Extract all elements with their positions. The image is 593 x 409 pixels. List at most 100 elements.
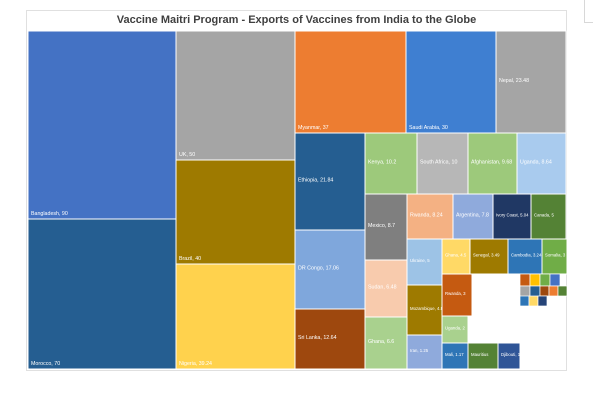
treemap-tile-label: South Africa, 10 — [420, 160, 457, 166]
treemap-tile-label: Morocco, 70 — [31, 361, 60, 367]
treemap-tile: Rwanda, 3 — [441, 273, 473, 317]
treemap-tile-rect — [175, 30, 296, 161]
treemap-tile-small — [519, 295, 530, 307]
treemap-tile: Ukraine, 5 — [406, 238, 444, 286]
treemap-tile-rect — [530, 193, 567, 240]
treemap-tile-label: Mexico, 8.7 — [368, 223, 395, 229]
treemap-tile: Kenya, 10.2 — [364, 132, 418, 195]
treemap-tile-rect — [516, 132, 567, 195]
treemap-tile: South Africa, 10 — [416, 132, 469, 195]
page-corner — [584, 0, 593, 23]
treemap-tile-small — [528, 295, 539, 307]
treemap-tile: Iran, 1.25 — [406, 334, 443, 370]
treemap-tile-rect — [175, 263, 296, 370]
chart-title: Vaccine Maitri Program - Exports of Vacc… — [116, 14, 477, 26]
treemap-tile: Cambodia, 3.24 — [507, 238, 543, 275]
treemap-tile-label: Ivory Coast, 5.04 — [496, 213, 529, 218]
treemap-tile-label: Mozambique, 4.84 — [410, 306, 446, 311]
treemap-tile-rect — [294, 229, 366, 310]
treemap-tile-rect — [406, 193, 454, 240]
treemap-tile-rect — [294, 132, 366, 231]
treemap-tile-label: Cambodia, 3.24 — [511, 253, 542, 258]
treemap-tile: Ivory Coast, 5.04 — [492, 193, 532, 240]
treemap-tile-label: Ukraine, 5 — [410, 258, 430, 263]
treemap-tile: Mauritius — [467, 342, 499, 370]
treemap-tile-rect — [541, 238, 568, 275]
treemap-tile: Saudi Arabia, 30 — [405, 30, 497, 134]
treemap-tile-label: Saudi Arabia, 30 — [409, 125, 448, 131]
treemap-tile-rect — [416, 132, 469, 195]
treemap-tile-rect — [492, 193, 532, 240]
treemap-tile-rect — [406, 238, 444, 286]
treemap-tile-rect — [406, 334, 443, 370]
treemap-tile: UK, 50 — [175, 30, 296, 161]
treemap-tile: Mexico, 8.7 — [364, 193, 408, 261]
treemap-tile-small — [557, 285, 568, 297]
treemap-tile-small — [549, 273, 561, 287]
treemap-tile: Senegal, 3.49 — [469, 238, 509, 275]
treemap-tile: Djibouti, 1 — [497, 342, 521, 370]
treemap-tile: Somalia, 3 — [541, 238, 568, 275]
treemap-tile-label: Bangladesh, 90 — [31, 211, 68, 217]
treemap-tile: Uganda, 8.64 — [516, 132, 567, 195]
treemap-tile-rect — [441, 342, 469, 370]
treemap-tile: Nigeria, 39.24 — [175, 263, 296, 370]
treemap-tile-rect — [452, 193, 494, 240]
treemap-tile-rect — [497, 342, 521, 370]
treemap-tile-rect — [507, 238, 543, 275]
treemap-tile-small — [539, 273, 551, 287]
treemap-tile-label: Senegal, 3.49 — [473, 253, 500, 258]
treemap-tile: Sudan, 6.48 — [364, 259, 408, 318]
treemap-tile-label: UK, 50 — [179, 152, 195, 158]
treemap-tile-label: Sudan, 6.48 — [368, 285, 397, 291]
treemap-tile-rect — [405, 30, 497, 134]
treemap-tile-rect — [175, 159, 296, 265]
treemap-tile-small — [537, 295, 548, 307]
treemap-tile-rect — [441, 273, 473, 317]
treemap-tile-small — [519, 273, 531, 287]
treemap-tile: Nepal, 23.48 — [495, 30, 567, 134]
treemap-tile: Ghana, 4.5 — [441, 238, 471, 275]
treemap-tile-small — [548, 285, 559, 297]
treemap-tile-label: Argentina, 7.8 — [456, 213, 489, 219]
treemap-tile: Sri Lanka, 12.64 — [294, 308, 366, 370]
treemap-tile-rect — [364, 316, 408, 370]
treemap-tile-rect — [27, 30, 177, 220]
treemap-tile-label: Ghana, 4.5 — [445, 253, 467, 258]
treemap-tile-label: Rwanda, 3 — [445, 291, 466, 296]
treemap-tile-label: Djibouti, 1 — [501, 352, 521, 357]
treemap-tile-label: DR Congo, 17.06 — [298, 266, 339, 272]
treemap-tile-label: Sri Lanka, 12.64 — [298, 335, 337, 341]
treemap-tile-label: Afghanistan, 9.68 — [471, 160, 512, 166]
treemap-tile: Morocco, 70 — [27, 218, 177, 370]
treemap-tile-label: Ghana, 6.6 — [368, 339, 394, 345]
treemap-tile-label: Brazil, 40 — [179, 256, 201, 262]
treemap-tile: Afghanistan, 9.68 — [467, 132, 518, 195]
treemap-tile-rect — [441, 315, 469, 344]
treemap-tile-label: Nigeria, 39.24 — [179, 361, 212, 367]
treemap-tile: Mozambique, 4.84 — [406, 284, 446, 336]
treemap-tile-rect — [469, 238, 509, 275]
treemap-tile-label: Uganda, 8.64 — [520, 160, 552, 166]
treemap-tile-label: Canada, 5 — [534, 213, 554, 218]
treemap-tile: Uganda, 2 — [441, 315, 469, 344]
treemap-tile: Ethiopia, 21.84 — [294, 132, 366, 231]
treemap-tile: DR Congo, 17.06 — [294, 229, 366, 310]
treemap-tile: Myanmar, 37 — [294, 30, 407, 134]
treemap-tile-rect — [495, 30, 567, 134]
treemap-tile: Mali, 1.17 — [441, 342, 469, 370]
treemap-tile-label: Iran, 1.25 — [410, 348, 429, 353]
treemap-tile-label: Rwanda, 8.24 — [410, 213, 443, 219]
treemap-tile-label: Mali, 1.17 — [445, 352, 464, 357]
treemap-tile: Bangladesh, 90 — [27, 30, 177, 220]
treemap-tile: Argentina, 7.8 — [452, 193, 494, 240]
treemap-tile-small — [529, 273, 541, 287]
treemap-tile-rect — [27, 218, 177, 370]
treemap-tile-label: Nepal, 23.48 — [499, 78, 529, 84]
treemap-tile-label: Ethiopia, 21.84 — [298, 178, 333, 184]
treemap-tile-label: Uganda, 2 — [445, 326, 465, 331]
treemap-tile: Canada, 5 — [530, 193, 567, 240]
treemap-tile: Ghana, 6.6 — [364, 316, 408, 370]
